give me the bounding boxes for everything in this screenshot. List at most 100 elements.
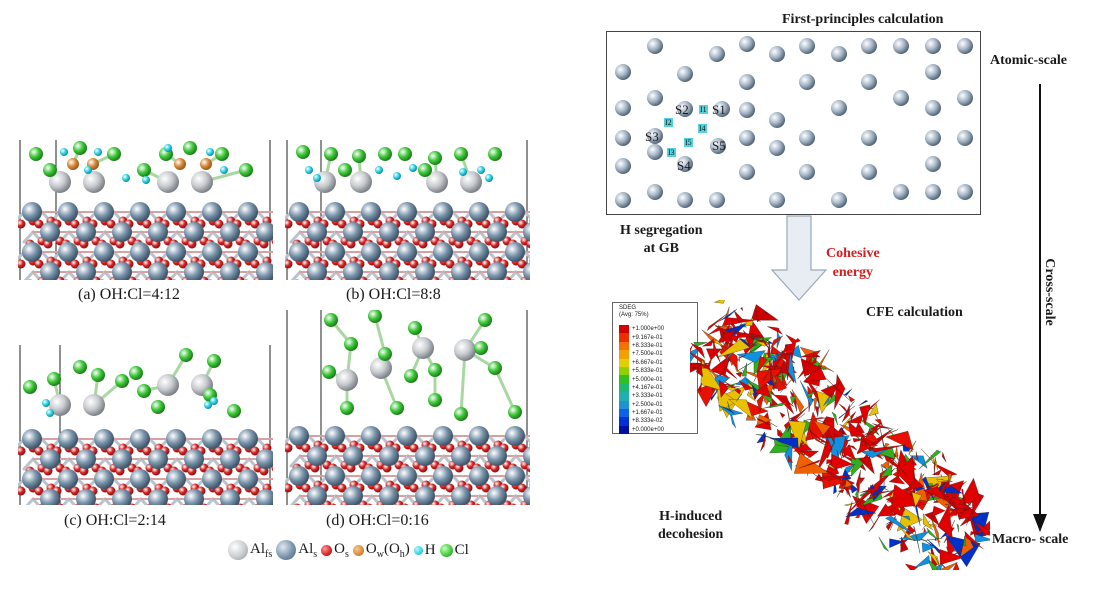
first-principles-title: First-principles calculation <box>782 12 944 27</box>
site-s5: S5 <box>712 138 726 153</box>
oxygen-atom <box>106 486 116 496</box>
bond-line <box>362 270 374 280</box>
mesh-element <box>864 427 878 438</box>
sdeg-color-legend: SDEG (Avg: 75%) +1.000e+00 +9.167e-01 +8.3… <box>612 302 698 435</box>
gb-atoms-svg <box>615 36 973 208</box>
sdeg-swatch <box>619 383 629 393</box>
gb-atom <box>647 184 663 200</box>
sdeg-legend-row: +5.000e-01 <box>619 375 664 384</box>
mesh-element <box>762 372 769 381</box>
sdeg-value: +8.333e-01 <box>632 342 663 349</box>
mesh-element <box>773 438 789 447</box>
mesh-element <box>697 383 702 393</box>
oxygen-atom <box>445 259 455 269</box>
aluminum-atom <box>76 449 96 469</box>
mesh-element <box>827 464 837 471</box>
oxygen-atom <box>250 259 260 269</box>
mesh-element <box>923 486 947 502</box>
legend-cl-label: Cl <box>454 541 469 558</box>
hydrogen-atom <box>210 397 218 405</box>
oxygen-atom <box>481 443 491 453</box>
oxygen-atom <box>214 219 224 229</box>
gb-atom <box>769 46 785 62</box>
mesh-element <box>880 460 890 469</box>
legend-h-label: H <box>424 541 436 558</box>
sdeg-legend-row: +0.000e+00 <box>619 425 664 435</box>
oxygen-atom <box>18 446 26 456</box>
aluminum-atom <box>202 429 222 449</box>
mesh-element <box>874 413 878 419</box>
oxygen-atom <box>409 219 419 229</box>
mesh-element <box>963 535 967 546</box>
sdeg-swatch <box>619 425 629 435</box>
oxygen-atom <box>250 446 260 456</box>
chlorine-atom <box>179 348 193 362</box>
legend-h: H <box>413 541 436 559</box>
gb-atom <box>861 74 877 90</box>
oxygen-atom <box>34 259 44 269</box>
aluminum-atom <box>40 489 60 505</box>
hydrogen-atom <box>220 166 228 174</box>
mesh-element <box>738 338 751 348</box>
aluminum-atom <box>22 429 42 449</box>
oxygen-atom <box>178 446 188 456</box>
panel-c-caption: (c) OH:Cl=2:14 <box>64 512 166 529</box>
aluminum-atom <box>94 429 114 449</box>
mesh-element <box>814 405 819 417</box>
mesh-element <box>770 348 774 353</box>
aluminum-atom <box>202 202 222 222</box>
aluminum-atom <box>238 202 258 222</box>
gb-atom <box>769 192 785 208</box>
mesh-element <box>756 356 768 374</box>
sdeg-value: +9.167e-01 <box>632 334 663 341</box>
mesh-element <box>720 329 736 345</box>
bond-line <box>211 497 221 505</box>
hydrogen-atom <box>409 164 417 172</box>
oxygen-atom <box>70 259 80 269</box>
bond-line <box>103 270 115 280</box>
bond-line <box>169 497 179 505</box>
aluminum-atom <box>523 222 530 242</box>
oxygen-atom <box>437 503 445 505</box>
oxygen-atom <box>34 219 44 229</box>
aluminum-atom <box>202 469 222 489</box>
aluminum-atom <box>40 449 60 469</box>
chlorine-atom <box>344 337 358 351</box>
chlorine-atom <box>488 147 502 161</box>
mesh-element <box>756 418 772 426</box>
gb-atom <box>799 164 815 180</box>
panel-b-caption: (b) OH:Cl=8:8 <box>346 286 441 303</box>
hydrogen-atom <box>393 172 401 180</box>
gb-atom <box>831 100 847 116</box>
mesh-element <box>874 419 884 427</box>
mesh-element <box>798 459 821 469</box>
aluminum-atom <box>130 469 150 489</box>
oxygen-atom <box>178 259 188 269</box>
bond-line <box>97 497 107 505</box>
chlorine-atom <box>296 145 310 159</box>
sdeg-swatch <box>619 333 629 342</box>
mesh-element <box>816 390 833 414</box>
chlorine-atom <box>324 147 338 161</box>
aluminum-atom <box>40 222 60 242</box>
aluminum-atom <box>433 466 453 486</box>
aluminum-atom <box>94 202 114 222</box>
sdeg-legend-row: +9.167e-01 <box>619 333 664 342</box>
mesh-element <box>859 477 865 485</box>
gb-atom <box>647 144 663 160</box>
chlorine-atom <box>368 310 382 323</box>
chlorine-atom <box>215 147 229 161</box>
surface-aluminum-atom <box>370 357 392 379</box>
aluminum-atom <box>361 202 381 222</box>
bond-line <box>25 497 35 505</box>
gb-atom <box>925 38 941 54</box>
aluminum-atom <box>415 262 435 280</box>
aluminum-atom <box>76 489 96 505</box>
mesh-element <box>813 420 831 436</box>
mesh-element <box>803 364 827 382</box>
bond-line <box>289 494 302 505</box>
h-induced-decohesion-label: H-induced decohesion <box>658 509 724 542</box>
sdeg-swatch <box>619 325 629 334</box>
mesh-element <box>849 482 859 494</box>
chlorine-atom <box>428 363 442 377</box>
